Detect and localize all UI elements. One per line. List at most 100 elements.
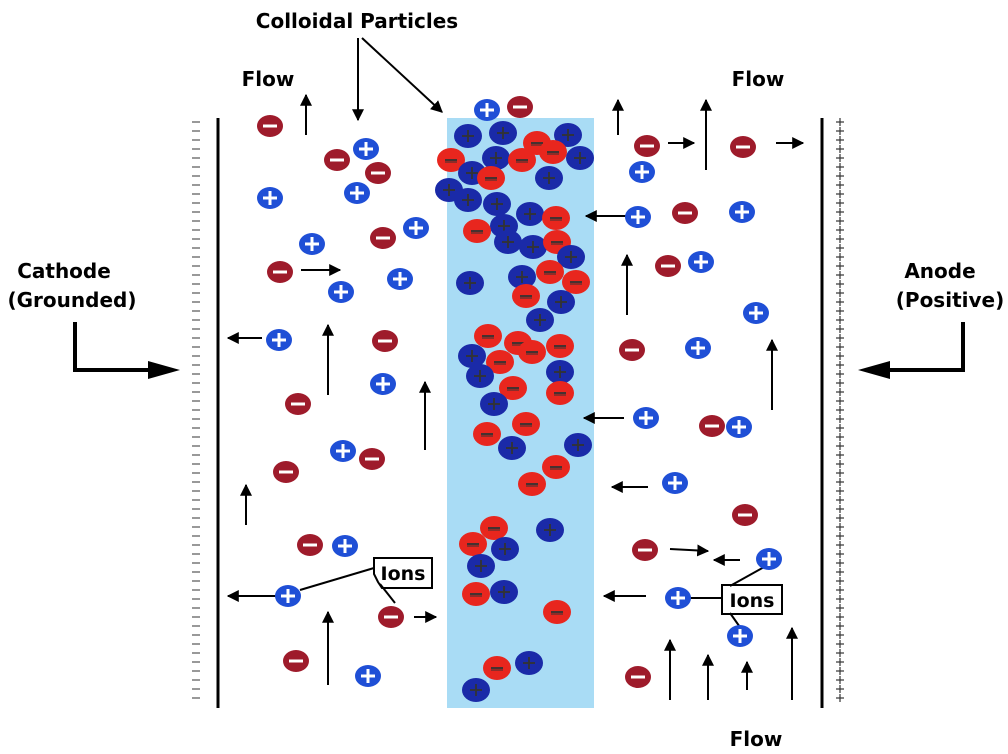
positive-ion [257, 187, 283, 209]
positive-colloid [482, 146, 510, 170]
positive-colloid [516, 202, 544, 226]
colloidal-particles-label: Colloidal Particles [256, 9, 458, 33]
ions-label-right: Ions [730, 590, 775, 612]
negative-ion [359, 448, 385, 470]
positive-colloid [498, 436, 526, 460]
negative-colloid [483, 656, 511, 680]
positive-colloid [547, 290, 575, 314]
colloidal-particles [435, 121, 594, 702]
cathode-pointer-arrow [73, 322, 150, 372]
positive-colloid [490, 580, 518, 604]
negative-ion [634, 135, 660, 157]
negative-ion [619, 339, 645, 361]
negative-colloid [539, 140, 567, 164]
negative-ion [655, 255, 681, 277]
positive-colloid [467, 554, 495, 578]
positive-colloid [535, 166, 563, 190]
negative-colloid [546, 334, 574, 358]
positive-colloid [456, 271, 484, 295]
negative-ion [285, 393, 311, 415]
negative-colloid [518, 472, 546, 496]
negative-colloid [486, 350, 514, 374]
negative-ion [625, 666, 651, 688]
negative-colloid [543, 600, 571, 624]
negative-ion [730, 136, 756, 158]
ions-label-left: Ions [381, 563, 426, 585]
negative-colloid [512, 284, 540, 308]
flow-label-top-left: Flow [242, 67, 295, 91]
positive-ion [387, 268, 413, 290]
positive-ion [662, 472, 688, 494]
positive-ion [353, 138, 379, 160]
positive-ion [727, 625, 753, 647]
positive-ion [328, 281, 354, 303]
cathode-pointer-arrowhead [148, 361, 180, 379]
free-ions [257, 96, 782, 688]
cathode-label: Cathode [17, 259, 111, 283]
negative-ion [699, 415, 725, 437]
positive-colloid [462, 678, 490, 702]
positive-colloid [454, 188, 482, 212]
anode-charge-marks [836, 118, 844, 702]
positive-ion [726, 416, 752, 438]
flow-arrow [669, 544, 710, 557]
positive-colloid [466, 364, 494, 388]
positive-ion [344, 182, 370, 204]
negative-ion [267, 261, 293, 283]
flow-label-bottom: Flow [730, 727, 783, 751]
positive-ion [332, 535, 358, 557]
positive-colloid [489, 121, 517, 145]
negative-ion [370, 227, 396, 249]
negative-colloid [508, 148, 536, 172]
negative-colloid [463, 219, 491, 243]
positive-colloid [546, 360, 574, 384]
negative-ion [257, 115, 283, 137]
negative-colloid [477, 166, 505, 190]
positive-colloid [480, 392, 508, 416]
positive-ion [275, 585, 301, 607]
positive-ion [474, 99, 500, 121]
cathode-sublabel: (Grounded) [8, 288, 137, 312]
colloidal-pointer-line-2 [361, 37, 443, 113]
negative-colloid [462, 582, 490, 606]
positive-colloid [508, 265, 536, 289]
negative-colloid [536, 260, 564, 284]
positive-ion [355, 665, 381, 687]
negative-colloid [546, 381, 574, 405]
negative-colloid [542, 206, 570, 230]
positive-ion [403, 217, 429, 239]
negative-ion [365, 162, 391, 184]
positive-colloid [526, 308, 554, 332]
cathode-charge-marks [192, 121, 200, 699]
positive-colloid [564, 433, 592, 457]
negative-ion [297, 534, 323, 556]
positive-ion [330, 440, 356, 462]
positive-ion [756, 548, 782, 570]
positive-ion [370, 373, 396, 395]
ions-callout-left: Ions [299, 557, 433, 604]
negative-ion [378, 606, 404, 628]
positive-ion [625, 206, 651, 228]
anode-label: Anode [904, 259, 975, 283]
negative-colloid [480, 516, 508, 540]
negative-ion [507, 96, 533, 118]
positive-colloid [519, 235, 547, 259]
negative-colloid [474, 324, 502, 348]
positive-colloid [458, 344, 486, 368]
negative-colloid [473, 422, 501, 446]
negative-colloid [562, 270, 590, 294]
positive-ion [266, 329, 292, 351]
negative-ion [283, 650, 309, 672]
negative-ion [324, 149, 350, 171]
flow-label-top-right: Flow [732, 67, 785, 91]
negative-ion [632, 539, 658, 561]
positive-colloid [494, 230, 522, 254]
positive-ion [665, 587, 691, 609]
positive-ion [688, 251, 714, 273]
positive-colloid [536, 518, 564, 542]
anode-pointer-arrow [888, 322, 965, 372]
negative-ion [672, 202, 698, 224]
positive-ion [729, 201, 755, 223]
anode-pointer-arrowhead [858, 361, 890, 379]
